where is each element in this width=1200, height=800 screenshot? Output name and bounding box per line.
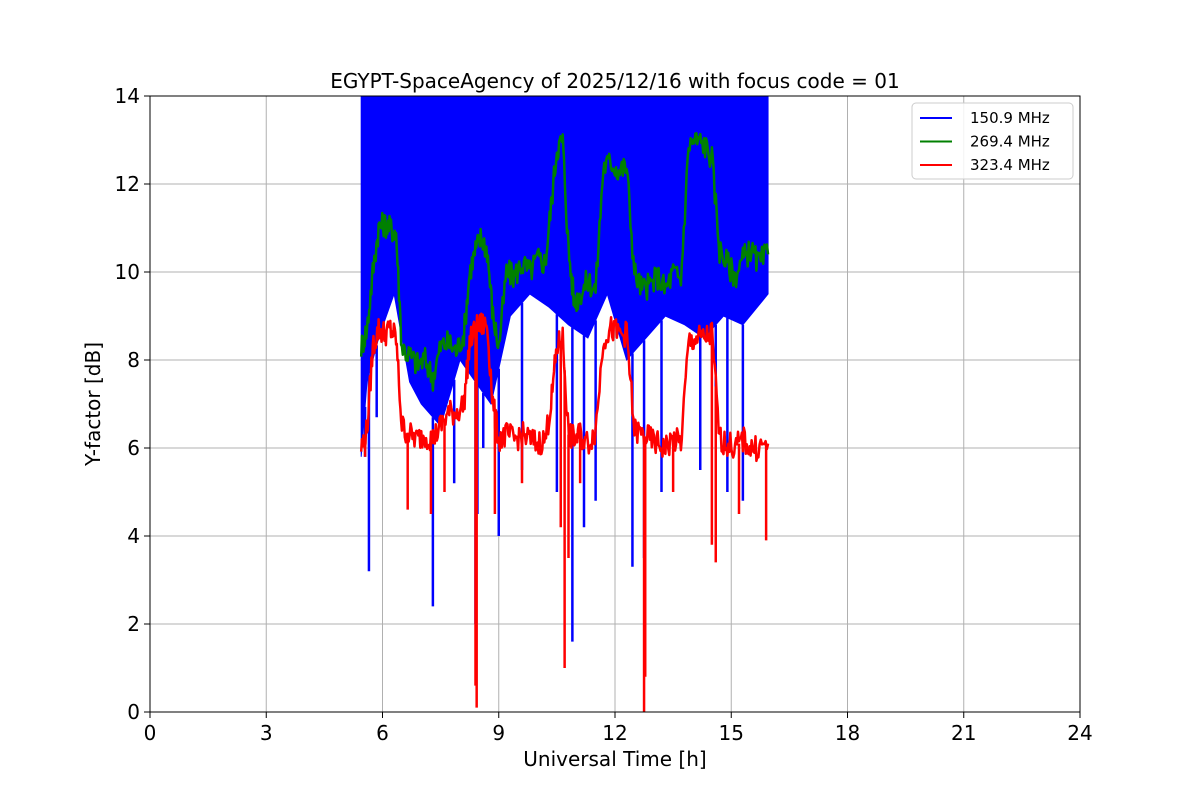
x-tick-label: 3: [260, 721, 273, 745]
y-tick-label: 14: [115, 84, 140, 108]
y-tick-label: 10: [115, 260, 140, 284]
series-layer: [359, 96, 770, 712]
x-tick-label: 21: [951, 721, 976, 745]
legend-entry: 323.4 MHz: [970, 156, 1050, 174]
series-150-9-mhz-band: [360, 96, 769, 457]
y-tick-label: 6: [127, 436, 140, 460]
y-tick-label: 4: [127, 524, 140, 548]
x-tick-label: 6: [376, 721, 389, 745]
x-tick-label: 24: [1067, 721, 1092, 745]
x-tick-label: 0: [144, 721, 157, 745]
y-tick-label: 2: [127, 612, 140, 636]
y-tick-label: 12: [115, 172, 140, 196]
series-line-323-4-mhz: [359, 312, 770, 463]
x-axis-label: Universal Time [h]: [523, 747, 706, 771]
y-axis-label: Y-factor [dB]: [81, 342, 105, 467]
legend-entry: 150.9 MHz: [970, 109, 1050, 127]
x-tick-label: 18: [835, 721, 860, 745]
x-tick-label: 12: [602, 721, 627, 745]
x-tick-label: 15: [719, 721, 744, 745]
legend-entry: 269.4 MHz: [970, 133, 1050, 151]
chart-title: EGYPT-SpaceAgency of 2025/12/16 with foc…: [330, 69, 899, 93]
x-tick-label: 9: [492, 721, 505, 745]
legend-box: [911, 102, 1074, 180]
y-tick-label: 8: [127, 348, 140, 372]
y-tick-label: 0: [127, 700, 140, 724]
series-line-269-4-mhz: [359, 132, 770, 392]
legend: 150.9 MHz 269.4 MHz 323.4 MHz: [911, 102, 1074, 180]
